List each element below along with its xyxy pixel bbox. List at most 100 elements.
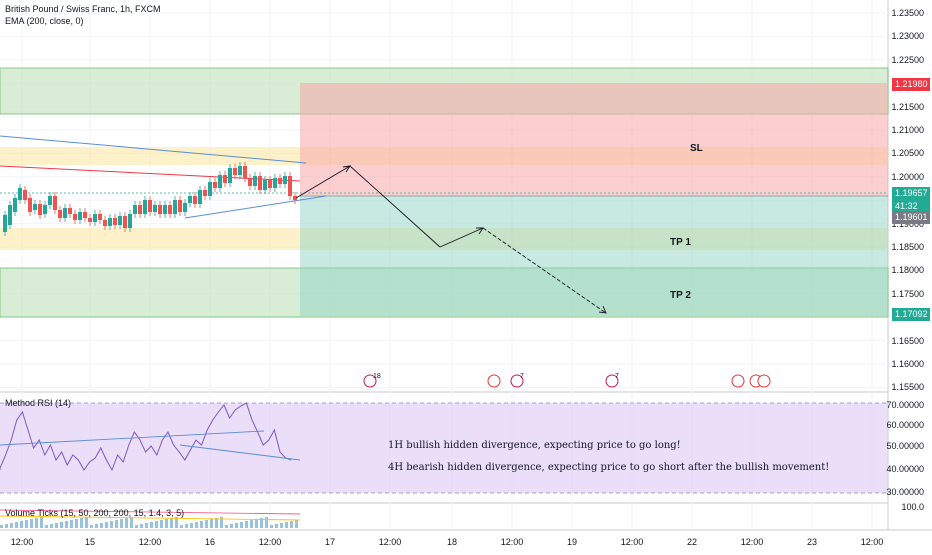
candle-body <box>283 176 287 184</box>
volume-bar <box>100 523 103 528</box>
stop-loss-zone <box>300 83 888 196</box>
candle-body <box>253 176 257 186</box>
volume-bar <box>40 517 43 528</box>
symbol-legend[interactable]: British Pound / Swiss Franc, 1h, FXCM <box>5 4 161 14</box>
volume-bar <box>55 523 58 528</box>
rsi-legend[interactable]: Method RSI (14) <box>5 398 72 408</box>
candle-body <box>198 190 202 204</box>
candle-body <box>93 214 97 222</box>
time-axis-tick: 18 <box>446 537 458 547</box>
rsi-band <box>0 403 888 493</box>
volume-bar <box>215 518 218 528</box>
volume-bar <box>210 519 213 528</box>
volume-bar <box>255 519 258 528</box>
rsi-axis-tick: 70.00000 <box>886 400 924 410</box>
candle-body <box>123 216 127 228</box>
volume-bar <box>250 520 253 528</box>
candle-body <box>73 214 77 220</box>
volume-signal-line <box>0 515 301 521</box>
candle-body <box>168 205 172 214</box>
candle-body <box>203 190 207 196</box>
event-flag-icon <box>757 374 771 388</box>
candle-body <box>53 196 57 210</box>
candle-body <box>83 212 87 218</box>
candle-body <box>293 196 297 200</box>
volume-bar <box>235 523 238 528</box>
event-flag-icon <box>731 374 745 388</box>
volume-bar <box>165 519 168 528</box>
event-badge <box>510 374 524 388</box>
price-axis-tick: 1.23500 <box>891 8 924 18</box>
time-axis-tick: 12:00 <box>620 537 644 547</box>
volume-bar <box>205 520 208 528</box>
candle-body <box>188 196 192 203</box>
candle-body <box>103 220 107 226</box>
volume-bar <box>20 521 23 528</box>
price-tag: 41:32 <box>892 200 930 213</box>
volume-bar <box>110 521 113 528</box>
candle-body <box>193 196 197 204</box>
candle-body <box>223 175 227 183</box>
candle-body <box>3 215 7 232</box>
arrowhead-up <box>342 165 351 173</box>
volume-bar <box>95 524 98 528</box>
price-axis-tick: 1.22500 <box>891 54 924 65</box>
candle-body <box>158 205 162 214</box>
volume-bar <box>275 524 278 528</box>
candle-body <box>163 205 167 214</box>
volume-bar <box>260 518 263 528</box>
volume-bar <box>245 521 248 528</box>
arrowhead-down <box>598 305 607 314</box>
candle-body <box>38 204 42 215</box>
volume-bar <box>280 523 283 528</box>
volume-bar <box>70 520 73 528</box>
time-axis-tick: 12:00 <box>10 537 34 547</box>
price-tag: 1.19601 <box>892 211 930 224</box>
volume-bar <box>35 518 38 528</box>
volume-bar <box>185 524 188 528</box>
candle-body <box>208 182 212 196</box>
volume-bar <box>145 523 148 528</box>
price-tag: 1.21980 <box>892 78 930 91</box>
volume-bar <box>170 518 173 528</box>
arrowhead-up <box>476 227 484 235</box>
price-axis-tick: 1.16500 <box>891 335 924 346</box>
candle-body <box>18 188 22 200</box>
price-axis-tick: 1.18500 <box>891 242 924 252</box>
volume-bar <box>50 524 53 528</box>
candle-body <box>178 200 182 212</box>
time-axis-tick: 15 <box>84 537 96 547</box>
candle-body <box>263 180 267 190</box>
time-axis-tick: 22 <box>686 537 698 547</box>
trendline-upper <box>0 135 307 164</box>
volume-bar <box>45 525 48 528</box>
volume-bar <box>0 525 3 528</box>
price-axis-tick: 1.16000 <box>891 359 924 369</box>
candle-body <box>63 208 67 218</box>
volume-bar <box>195 522 198 528</box>
candle-body <box>243 166 247 178</box>
rsi-axis-tick: 40.00000 <box>886 464 924 474</box>
ema-legend[interactable]: EMA (200, close, 0) <box>5 16 84 26</box>
time-axis-tick: 19 <box>566 537 578 547</box>
volume-bar <box>85 517 88 528</box>
zone-label-tp1: TP 1 <box>670 237 691 248</box>
price-axis-tick: 1.20000 <box>891 171 924 182</box>
volume-bar <box>125 518 128 528</box>
zone-label-tp2: TP 2 <box>670 290 691 301</box>
candle-body <box>8 205 12 225</box>
candle-body <box>148 200 152 212</box>
volume-bar <box>135 525 138 528</box>
volume-legend[interactable]: Volume Ticks (15, 50, 200, 200, 15, 1.4,… <box>5 508 185 518</box>
candle-body <box>268 180 272 188</box>
candle-body <box>233 168 237 175</box>
volume-bar <box>75 519 78 528</box>
candle-body <box>153 205 157 212</box>
volume-bar <box>190 523 193 528</box>
candle-body <box>98 214 102 220</box>
candle-body <box>88 218 92 222</box>
volume-bar <box>5 524 8 528</box>
rsi-axis-tick: 60.00000 <box>886 420 924 430</box>
candle-body <box>23 190 27 200</box>
